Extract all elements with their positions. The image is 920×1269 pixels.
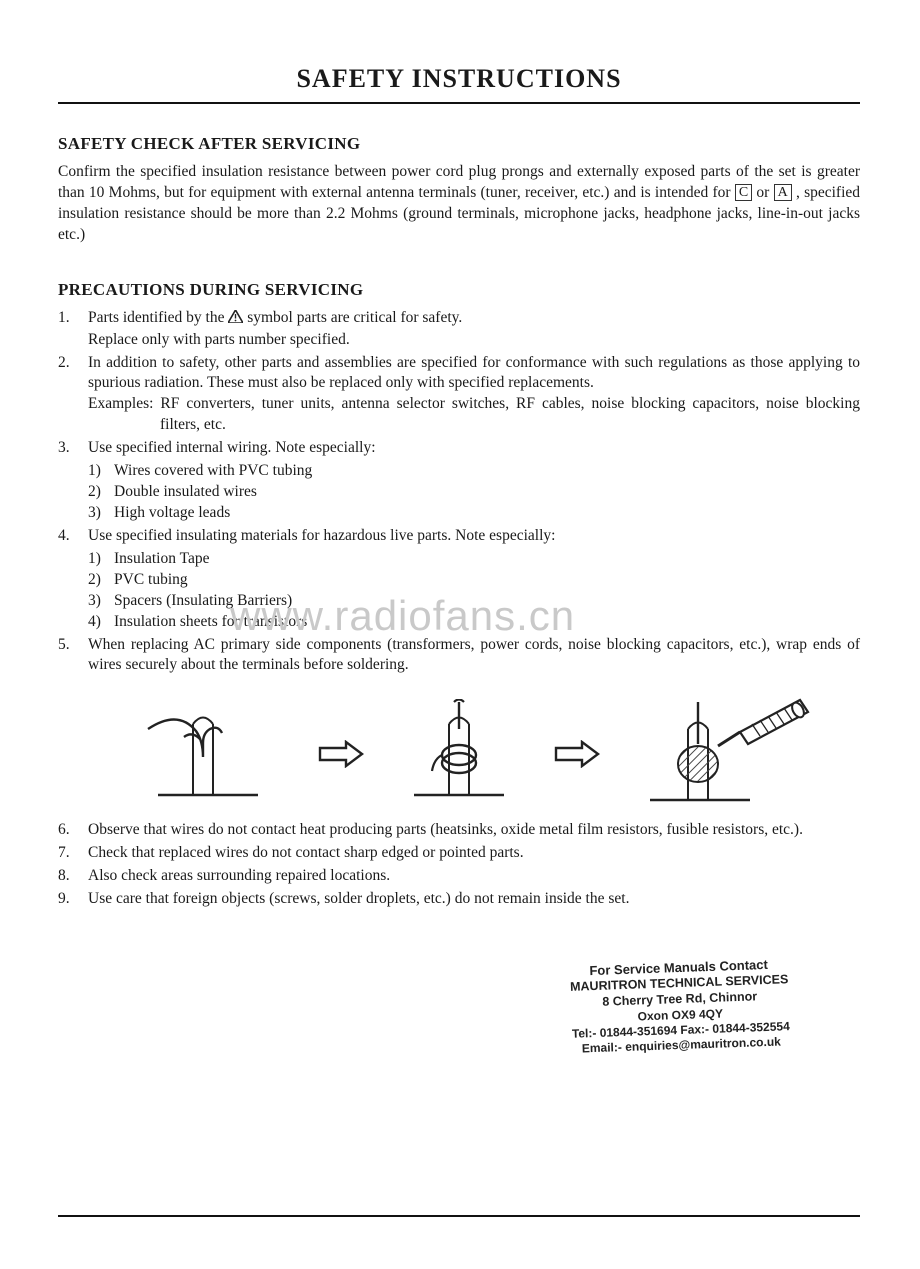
- footer-rule-wrap: [58, 1215, 860, 1217]
- item-text: In addition to safety, other parts and a…: [88, 354, 860, 392]
- item-text: Replace only with parts number specified…: [88, 331, 350, 348]
- boxed-a-icon: A: [774, 184, 792, 201]
- list-item: 8. Also check areas surrounding repaired…: [58, 866, 860, 887]
- para-text: or: [756, 184, 773, 201]
- list-item: 4. Use specified insulating materials fo…: [58, 526, 860, 633]
- item-text: Use care that foreign objects (screws, s…: [88, 890, 629, 907]
- list-number: 2.: [58, 353, 80, 374]
- sub-text: Insulation sheets for transistors: [114, 613, 307, 630]
- sub-number: 4): [88, 612, 101, 633]
- warning-triangle-icon: [228, 309, 243, 330]
- item-text: Use specified insulating materials for h…: [88, 527, 555, 544]
- diagram-stage-1-icon: [138, 699, 278, 809]
- list-number: 3.: [58, 438, 80, 459]
- list-number: 8.: [58, 866, 80, 887]
- sub-list: 1) Insulation Tape 2) PVC tubing 3) Spacers…: [88, 549, 860, 633]
- sub-number: 1): [88, 549, 101, 570]
- item-text: Observe that wires do not contact heat p…: [88, 821, 803, 838]
- sub-list-item: 4) Insulation sheets for transistors: [88, 612, 860, 633]
- title-rule: [58, 102, 860, 104]
- document-page: SAFETY INSTRUCTIONS SAFETY CHECK AFTER S…: [0, 0, 920, 1269]
- item-text: symbol parts are critical for safety.: [247, 309, 462, 326]
- soldering-diagram: [88, 694, 860, 814]
- sub-text: Insulation Tape: [114, 550, 209, 567]
- sub-list: 1) Wires covered with PVC tubing 2) Double…: [88, 461, 860, 524]
- list-number: 5.: [58, 635, 80, 656]
- sub-number: 3): [88, 591, 101, 612]
- sub-text: Double insulated wires: [114, 483, 257, 500]
- list-number: 6.: [58, 820, 80, 841]
- page-title: SAFETY INSTRUCTIONS: [58, 64, 860, 94]
- item-text: When replacing AC primary side component…: [88, 636, 860, 674]
- safety-check-paragraph: Confirm the specified insulation resista…: [58, 162, 860, 246]
- sub-text: Wires covered with PVC tubing: [114, 462, 312, 479]
- diagram-stage-2-icon: [404, 699, 514, 809]
- boxed-c-icon: C: [735, 184, 752, 201]
- examples-text: Examples: RF converters, tuner units, an…: [88, 394, 860, 436]
- item-text: Check that replaced wires do not contact…: [88, 844, 524, 861]
- item-text: Parts identified by the: [88, 309, 228, 326]
- sub-number: 3): [88, 503, 101, 524]
- sub-list-item: 3) High voltage leads: [88, 503, 860, 524]
- sub-text: High voltage leads: [114, 504, 230, 521]
- list-item: 2. In addition to safety, other parts an…: [58, 353, 860, 437]
- sub-number: 2): [88, 570, 101, 591]
- footer-rule: [58, 1215, 860, 1217]
- sub-text: PVC tubing: [114, 571, 188, 588]
- list-item: 3. Use specified internal wiring. Note e…: [58, 438, 860, 524]
- list-item: 5. When replacing AC primary side compon…: [58, 635, 860, 815]
- list-item: 1. Parts identified by the symbol parts …: [58, 308, 860, 351]
- sub-text: Spacers (Insulating Barriers): [114, 592, 292, 609]
- list-number: 9.: [58, 889, 80, 910]
- sub-number: 2): [88, 482, 101, 503]
- list-item: 6. Observe that wires do not contact hea…: [58, 820, 860, 841]
- sub-list-item: 2) PVC tubing: [88, 570, 860, 591]
- section-heading-safety-check: SAFETY CHECK AFTER SERVICING: [58, 134, 860, 154]
- sub-list-item: 1) Wires covered with PVC tubing: [88, 461, 860, 482]
- list-number: 1.: [58, 308, 80, 329]
- list-item: 9. Use care that foreign objects (screws…: [58, 889, 860, 910]
- item-text: Use specified internal wiring. Note espe…: [88, 439, 376, 456]
- item-text: Also check areas surrounding repaired lo…: [88, 867, 390, 884]
- sub-number: 1): [88, 461, 101, 482]
- arrow-right-icon: [554, 740, 600, 768]
- list-number: 7.: [58, 843, 80, 864]
- arrow-right-icon: [318, 740, 364, 768]
- sub-list-item: 1) Insulation Tape: [88, 549, 860, 570]
- list-item: 7. Check that replaced wires do not cont…: [58, 843, 860, 864]
- diagram-stage-3-icon: [640, 694, 810, 814]
- contact-info-block: For Service Manuals Contact MAURITRON TE…: [548, 955, 811, 1057]
- list-number: 4.: [58, 526, 80, 547]
- sub-list-item: 3) Spacers (Insulating Barriers): [88, 591, 860, 612]
- precautions-list: 1. Parts identified by the symbol parts …: [58, 308, 860, 910]
- section-heading-precautions: PRECAUTIONS DURING SERVICING: [58, 280, 860, 300]
- sub-list-item: 2) Double insulated wires: [88, 482, 860, 503]
